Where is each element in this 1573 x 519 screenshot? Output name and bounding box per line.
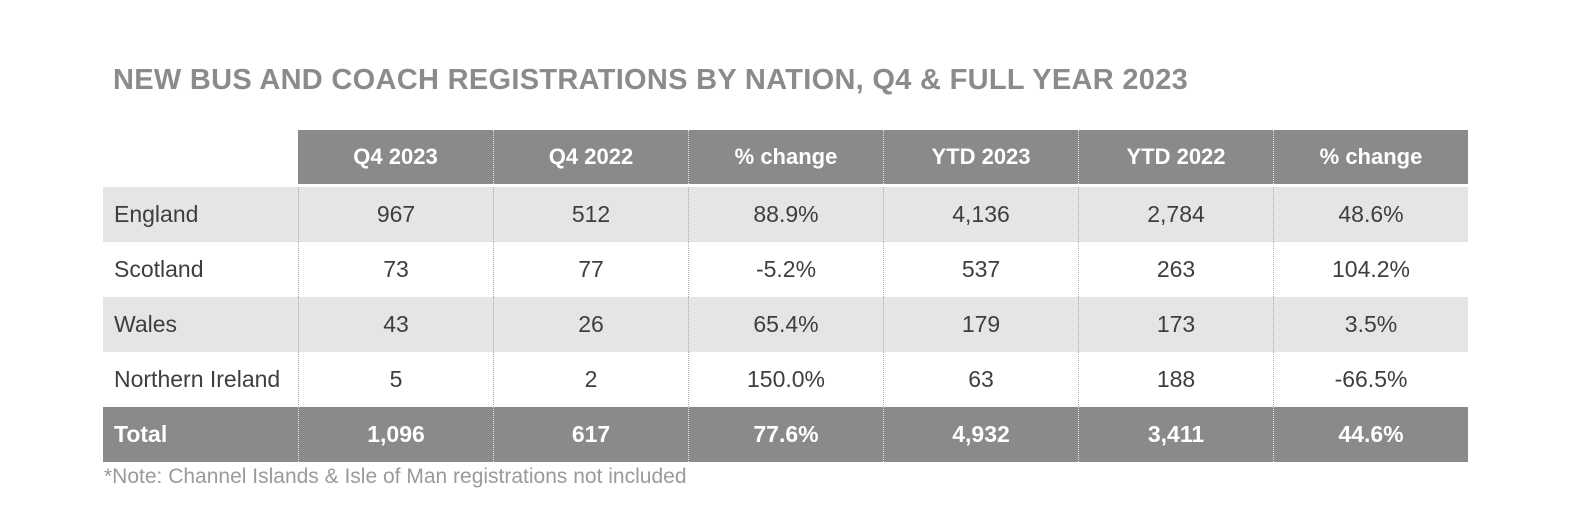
value-cell: 65.4% bbox=[688, 297, 883, 352]
value-cell: 3.5% bbox=[1273, 297, 1468, 352]
table-row-england: England 967 512 88.9% 4,136 2,784 48.6% bbox=[103, 187, 1468, 242]
table-row-total: Total 1,096 617 77.6% 4,932 3,411 44.6% bbox=[103, 407, 1468, 462]
nation-label: Wales bbox=[114, 311, 178, 337]
total-value-cell: 3,411 bbox=[1078, 407, 1273, 462]
value-cell: -5.2% bbox=[688, 242, 883, 297]
total-value-cell: 77.6% bbox=[688, 407, 883, 462]
value-cell: 88.9% bbox=[688, 187, 883, 242]
value-cell: 63 bbox=[883, 352, 1078, 407]
page-title: NEW BUS AND COACH REGISTRATIONS BY NATIO… bbox=[113, 64, 1189, 96]
value-cell: 967 bbox=[298, 187, 493, 242]
table-row-scotland: Scotland 73 77 -5.2% 537 263 104.2% bbox=[103, 242, 1468, 297]
value-cell: 5 bbox=[298, 352, 493, 407]
total-value-cell: 44.6% bbox=[1273, 407, 1468, 462]
value-cell: 26 bbox=[493, 297, 688, 352]
value-cell: 73 bbox=[298, 242, 493, 297]
nation-label: Scotland bbox=[114, 256, 204, 282]
nation-label: Northern Ireland bbox=[114, 366, 281, 392]
header-cell-q4-2023: Q4 2023 bbox=[298, 130, 493, 184]
table-row-wales: Wales 43 26 65.4% 179 173 3.5% bbox=[103, 297, 1468, 352]
value-cell: 179 bbox=[883, 297, 1078, 352]
header-cell-q4-2022: Q4 2022 bbox=[493, 130, 688, 184]
value-cell: 48.6% bbox=[1273, 187, 1468, 242]
total-value-cell: 4,932 bbox=[883, 407, 1078, 462]
table-row-northern-ireland: Northern Ireland 5 2 150.0% 63 188 -66.5… bbox=[103, 352, 1468, 407]
total-value-cell: 617 bbox=[493, 407, 688, 462]
value-cell: 188 bbox=[1078, 352, 1273, 407]
header-cell-ytd-pct-change: % change bbox=[1273, 130, 1468, 184]
value-cell: 104.2% bbox=[1273, 242, 1468, 297]
nation-label: England bbox=[114, 201, 199, 227]
header-cell-ytd-2022: YTD 2022 bbox=[1078, 130, 1273, 184]
registrations-table: Q4 2023 Q4 2022 % change YTD 2023 YTD 20… bbox=[103, 130, 1468, 462]
footnote: *Note: Channel Islands & Isle of Man reg… bbox=[104, 465, 687, 488]
total-label: Total bbox=[114, 421, 168, 447]
header-cell-nation bbox=[103, 130, 298, 184]
header-cell-q4-pct-change: % change bbox=[688, 130, 883, 184]
value-cell: 263 bbox=[1078, 242, 1273, 297]
value-cell: 2,784 bbox=[1078, 187, 1273, 242]
value-cell: 4,136 bbox=[883, 187, 1078, 242]
value-cell: 537 bbox=[883, 242, 1078, 297]
value-cell: 150.0% bbox=[688, 352, 883, 407]
table-header-row: Q4 2023 Q4 2022 % change YTD 2023 YTD 20… bbox=[103, 130, 1468, 184]
value-cell: 173 bbox=[1078, 297, 1273, 352]
value-cell: 77 bbox=[493, 242, 688, 297]
value-cell: 2 bbox=[493, 352, 688, 407]
value-cell: 512 bbox=[493, 187, 688, 242]
header-cell-ytd-2023: YTD 2023 bbox=[883, 130, 1078, 184]
value-cell: 43 bbox=[298, 297, 493, 352]
total-value-cell: 1,096 bbox=[298, 407, 493, 462]
value-cell: -66.5% bbox=[1273, 352, 1468, 407]
